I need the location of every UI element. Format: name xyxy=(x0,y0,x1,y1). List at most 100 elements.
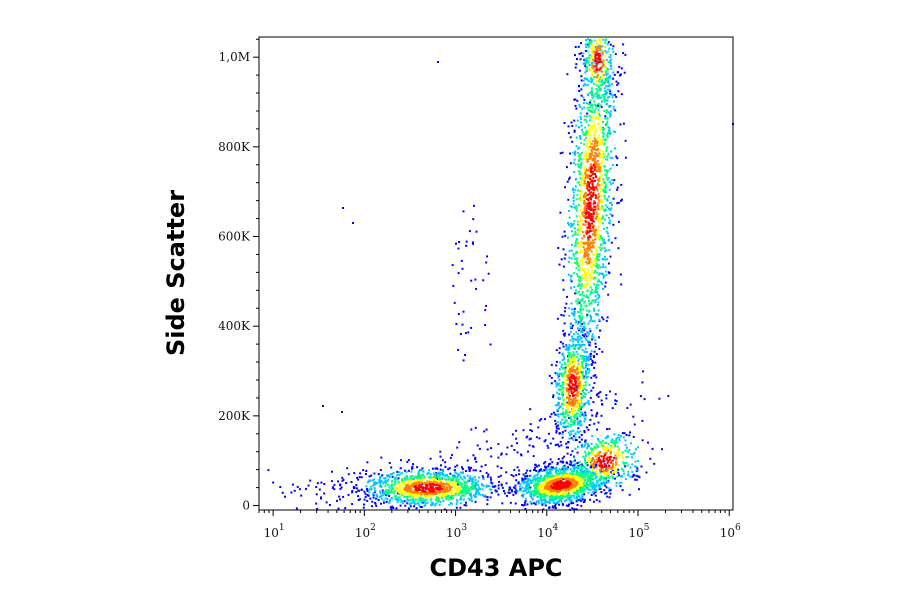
event-dot xyxy=(597,154,600,157)
event-dot xyxy=(570,275,572,278)
event-dot xyxy=(575,372,578,375)
event-dot xyxy=(602,142,605,145)
event-dot xyxy=(570,358,573,360)
event-dot xyxy=(473,476,476,479)
event-dot xyxy=(555,472,558,475)
event-dot xyxy=(572,460,575,463)
event-dot xyxy=(398,474,401,476)
event-dot xyxy=(600,70,603,73)
event-dot xyxy=(594,132,597,134)
event-dot xyxy=(472,485,475,488)
event-dot xyxy=(602,156,605,159)
event-dot xyxy=(434,482,437,485)
event-dot xyxy=(586,134,589,137)
event-dot xyxy=(440,494,443,497)
event-dot xyxy=(549,442,552,445)
event-dot xyxy=(598,318,601,321)
event-dot xyxy=(407,492,410,494)
event-dot xyxy=(538,489,541,492)
event-dot xyxy=(591,468,594,470)
event-dot xyxy=(398,496,401,499)
event-dot xyxy=(597,123,600,126)
event-dot xyxy=(632,453,635,456)
event-dot xyxy=(596,81,599,84)
event-dot xyxy=(582,241,585,244)
event-dot xyxy=(596,65,598,68)
event-dot xyxy=(608,487,611,490)
event-dot xyxy=(586,158,589,161)
event-dot xyxy=(601,51,604,53)
event-dot xyxy=(453,301,456,304)
event-dot xyxy=(597,453,600,456)
event-dot xyxy=(406,481,409,484)
event-dot xyxy=(599,46,602,49)
event-dot xyxy=(580,164,582,167)
event-dot xyxy=(559,472,562,475)
event-dot xyxy=(591,111,594,114)
event-dot xyxy=(564,376,567,379)
event-dot xyxy=(574,262,577,265)
event-dot xyxy=(429,499,432,502)
event-dot xyxy=(616,475,619,478)
event-dot xyxy=(370,488,373,491)
event-dot xyxy=(565,345,568,348)
event-dot xyxy=(382,482,385,485)
event-dot xyxy=(567,375,570,378)
event-dot xyxy=(593,142,596,145)
event-dot xyxy=(578,436,581,439)
event-dot xyxy=(589,242,592,245)
event-dot xyxy=(620,434,623,437)
event-dot xyxy=(570,502,573,505)
event-dot xyxy=(607,41,610,44)
event-dot xyxy=(516,466,519,469)
event-dot xyxy=(594,74,597,77)
event-dot xyxy=(558,389,561,392)
event-dot xyxy=(605,169,608,172)
event-dot xyxy=(581,213,583,216)
event-dot xyxy=(578,329,580,332)
event-dot xyxy=(583,169,586,172)
event-dot xyxy=(558,351,561,354)
event-dot xyxy=(409,477,412,479)
event-dot xyxy=(602,276,605,279)
event-dot xyxy=(633,452,636,454)
event-dot xyxy=(337,507,340,510)
event-dot xyxy=(563,122,566,124)
event-dot xyxy=(587,371,590,374)
event-dot xyxy=(580,282,583,285)
event-dot xyxy=(405,475,408,477)
event-dot xyxy=(459,506,462,509)
event-dot xyxy=(618,450,620,453)
event-dot xyxy=(562,288,565,291)
event-dot xyxy=(419,506,422,508)
event-dot xyxy=(590,291,592,293)
event-dot xyxy=(388,501,391,504)
event-dot xyxy=(616,71,619,74)
event-dot xyxy=(609,43,612,46)
event-dot xyxy=(577,494,580,497)
event-dot xyxy=(609,132,612,135)
event-dot xyxy=(458,483,461,486)
event-dot xyxy=(428,479,431,482)
event-dot xyxy=(605,319,608,322)
event-dot xyxy=(583,500,586,503)
event-dot xyxy=(579,280,582,283)
event-dot xyxy=(600,66,603,69)
event-dot xyxy=(323,492,326,495)
event-dot xyxy=(485,261,488,264)
event-dot xyxy=(580,486,583,489)
event-dot xyxy=(603,448,606,451)
event-dot xyxy=(564,478,567,480)
event-dot xyxy=(578,290,581,293)
event-dot xyxy=(577,311,580,313)
event-dot xyxy=(600,187,603,190)
event-dot xyxy=(555,360,558,363)
event-dot xyxy=(579,468,582,471)
event-dot xyxy=(593,232,596,235)
event-dot xyxy=(580,483,583,486)
event-dot xyxy=(420,493,423,496)
event-dot xyxy=(352,485,355,488)
event-dot xyxy=(571,324,574,327)
event-dot xyxy=(549,415,552,418)
event-dot xyxy=(567,222,569,224)
